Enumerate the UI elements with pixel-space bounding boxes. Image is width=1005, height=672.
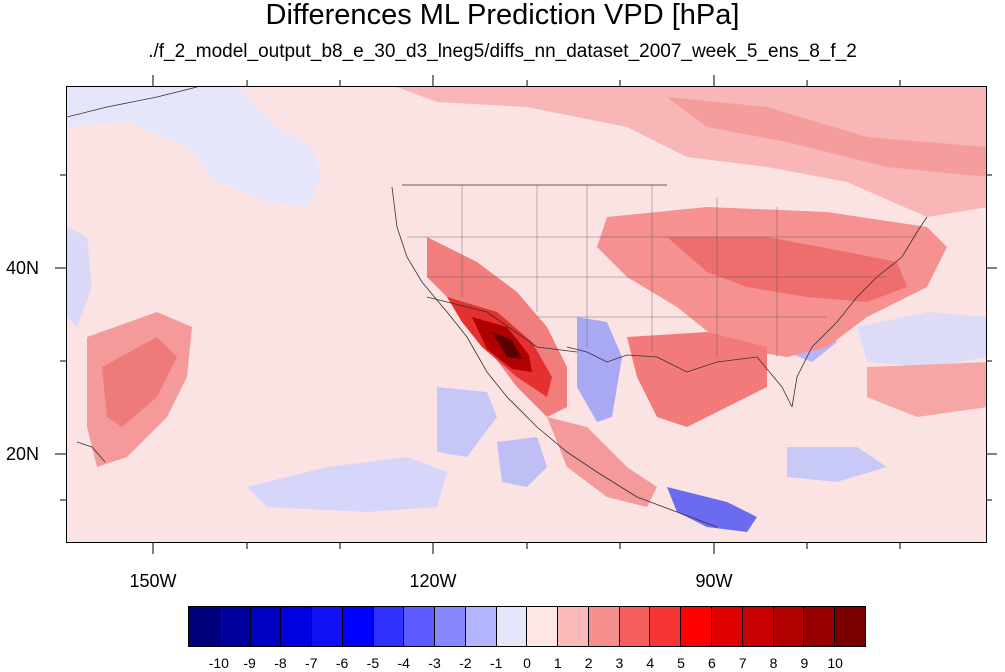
lon-label-90w: 90W	[695, 571, 733, 591]
colorbar-swatch	[465, 607, 497, 646]
mexico-red	[547, 417, 657, 507]
canada-red-band	[667, 97, 986, 177]
colorbar-label: -8	[274, 655, 287, 671]
colorbar-label: -10	[208, 655, 229, 671]
colorbar-swatch	[373, 607, 405, 646]
colorbar-swatch	[404, 607, 436, 646]
pacific-red-core	[102, 337, 177, 427]
central-america-blue	[667, 487, 757, 532]
colorbar-swatch	[773, 607, 805, 646]
caribbean-blue	[787, 447, 887, 482]
colorbar-swatch	[650, 607, 682, 646]
colorbar-label: -9	[243, 655, 256, 671]
colorbar-swatch	[219, 607, 251, 646]
baja-offshore-blue	[437, 387, 497, 457]
colorbar-swatch	[619, 607, 651, 646]
colorbar-swatch	[312, 607, 343, 646]
colorbar-label: 9	[800, 655, 809, 671]
southwest-max	[492, 332, 522, 359]
lon-label-150w: 150W	[129, 571, 177, 591]
pacific-blue-blob	[497, 437, 547, 487]
colorbar	[188, 606, 866, 647]
colorbar-swatch	[742, 607, 774, 646]
map-subtitle: ./f_2_model_output_b8_e_30_d3_lneg5/diff…	[148, 41, 857, 62]
colorbar-label: 7	[738, 655, 747, 671]
colorbar-label: -1	[489, 655, 503, 671]
map-title: Differences ML Prediction VPD [hPa]	[265, 0, 740, 31]
colorbar-label: -6	[335, 655, 349, 671]
colorbar-swatch	[342, 607, 374, 646]
map-plot-area	[66, 86, 987, 543]
colorbar-label: -4	[397, 655, 410, 671]
pacific-coastline	[391, 186, 718, 528]
colorbar-label: 10	[827, 655, 843, 671]
colorbar-label: -7	[305, 655, 318, 671]
colorbar-swatch	[804, 607, 836, 646]
colorbar-label: 4	[646, 655, 655, 671]
gulf-coast-red	[627, 332, 767, 427]
colorbar-swatch	[250, 607, 282, 646]
colorbar-label: 5	[677, 655, 685, 671]
colorbar-swatch	[496, 607, 528, 646]
colorbar-swatch	[281, 607, 313, 646]
coastlines	[67, 87, 928, 528]
state-borders	[407, 185, 917, 357]
gulf-coastline	[566, 346, 793, 408]
colorbar-swatch	[527, 607, 559, 646]
canada-pink	[397, 87, 986, 217]
colorbar-swatch	[189, 607, 220, 646]
lat-label-20n: 20N	[6, 444, 40, 464]
colorbar-swatch	[558, 607, 589, 646]
eastern-us-deep-red	[667, 237, 907, 302]
lon-label-120w: 120W	[409, 571, 457, 591]
colorbar-label: 0	[523, 655, 531, 671]
colorbar-label: 6	[708, 655, 716, 671]
north-pacific-light-blue	[67, 87, 322, 207]
atlantic-coastline	[791, 216, 928, 408]
atlantic-light-blue	[857, 312, 986, 367]
vpd-difference-map	[67, 87, 986, 542]
colorbar-label: -5	[366, 655, 380, 671]
hawaii-islands	[76, 441, 106, 463]
colorbar-label: -2	[459, 655, 472, 671]
south-pacific-blue-band	[247, 457, 447, 512]
colorbar-swatch	[681, 607, 713, 646]
us-mexico-border	[426, 296, 578, 353]
colorbar-swatch	[835, 607, 865, 646]
colorbar-label: -3	[428, 655, 441, 671]
alaska-coast	[67, 87, 198, 118]
colorbar-swatch	[435, 607, 466, 646]
colorbar-label: 2	[584, 655, 593, 671]
colorbar-swatch	[588, 607, 620, 646]
atlantic-pink	[867, 362, 986, 417]
positive-anomaly-regions	[87, 87, 986, 507]
colorbar-label: 1	[553, 655, 562, 671]
sierra-madre-blue	[577, 317, 622, 422]
colorbar-label: 8	[769, 655, 778, 671]
lat-label-40n: 40N	[6, 258, 40, 278]
colorbar-swatch	[712, 607, 743, 646]
west-edge-blue	[67, 227, 92, 327]
colorbar-label: 3	[615, 655, 624, 671]
